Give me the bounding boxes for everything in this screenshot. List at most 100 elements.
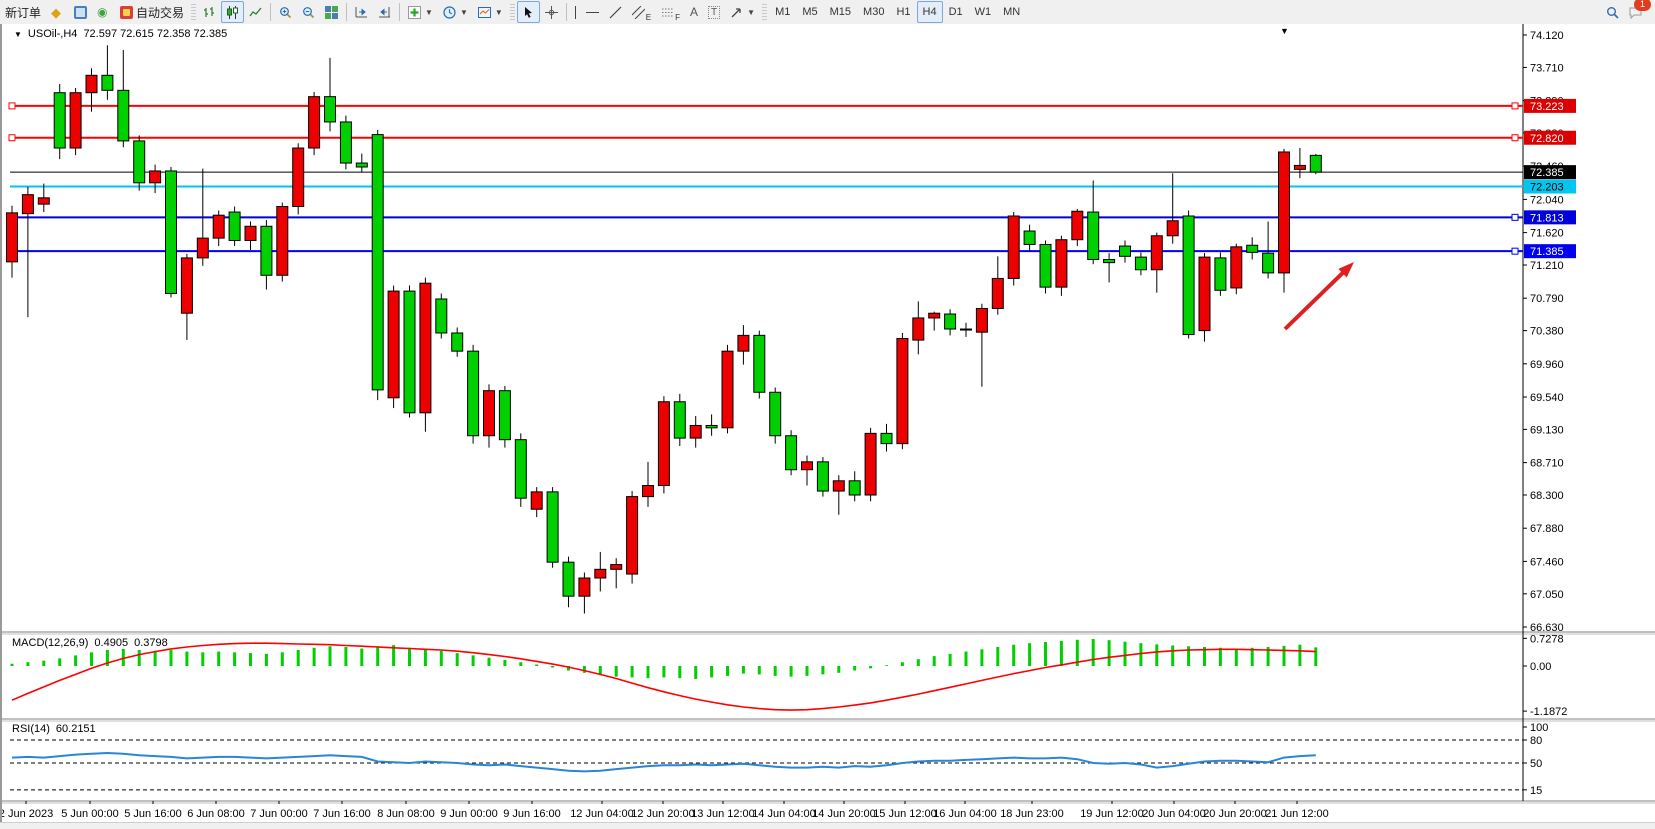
- auto-trading-button[interactable]: 自动交易: [115, 1, 189, 23]
- toolbar-separator: [346, 3, 348, 21]
- macd-signal-value: 0.3798: [134, 637, 168, 649]
- timeframe-button-m1[interactable]: M1: [775, 6, 791, 18]
- arrows-tool-button[interactable]: ▼: [725, 1, 760, 23]
- chart-symbol-button[interactable]: ◆: [46, 1, 69, 23]
- price-tick-label: 69.960: [1530, 359, 1564, 371]
- hline-handle[interactable]: [1511, 134, 1519, 142]
- trend-arrow-annotation[interactable]: [1283, 262, 1354, 331]
- hline-handle[interactable]: [1511, 247, 1519, 255]
- status-strip: [0, 822, 1655, 829]
- hline-handle[interactable]: [8, 102, 16, 110]
- candle-body: [196, 237, 209, 259]
- macd-pane[interactable]: 0.7278 0.00 -1.1872: [10, 633, 1567, 718]
- timeframe-button-m5[interactable]: M5: [802, 6, 818, 18]
- candle-body: [864, 432, 877, 496]
- date-tick-label: 20 Jun 20:00: [1203, 808, 1267, 820]
- crosshair-icon: [544, 5, 558, 19]
- price-badge-label: 72.820: [1530, 133, 1564, 145]
- timeframe-button-h4[interactable]: H4: [916, 1, 943, 23]
- clock-icon: [443, 5, 456, 19]
- price-axis[interactable]: 74.12073.71073.29072.88072.46072.04071.6…: [1523, 30, 1564, 634]
- channel-tool-button[interactable]: E: [627, 1, 656, 23]
- candle-body: [737, 334, 750, 352]
- timeframe-button-m30[interactable]: M30: [863, 6, 885, 18]
- auto-trading-icon: [120, 5, 134, 19]
- horizontal-line-73.223[interactable]: [8, 102, 1523, 110]
- timeframe-button-h1[interactable]: H1: [896, 6, 911, 18]
- date-tick-label: 15 Jun 12:00: [873, 808, 937, 820]
- chart-dropdown-icon[interactable]: ▼: [14, 29, 22, 39]
- candle-body: [435, 298, 448, 334]
- hline-handle[interactable]: [8, 134, 16, 142]
- auto-scroll-button[interactable]: [350, 1, 373, 23]
- text-tool-button[interactable]: A: [685, 1, 703, 23]
- trendline-tool-button[interactable]: [604, 1, 627, 23]
- chart-window[interactable]: 74.12073.71073.29072.88072.46072.04071.6…: [0, 24, 1655, 829]
- chart-shift-button[interactable]: [373, 1, 396, 23]
- candle-body: [721, 350, 734, 429]
- toolbar-separator: [399, 3, 401, 21]
- price-tick-label: 68.710: [1530, 458, 1564, 470]
- periods-button[interactable]: ▼: [438, 1, 473, 23]
- candle-body: [689, 424, 702, 439]
- candlestick-chart-button[interactable]: [221, 1, 245, 23]
- candle-body: [355, 162, 368, 168]
- signals-button[interactable]: ◉: [92, 1, 115, 23]
- price-tick-label: 71.620: [1530, 228, 1564, 240]
- new-order-button[interactable]: 新订单: [0, 1, 46, 23]
- horizontal-line-71.385[interactable]: [8, 247, 1523, 255]
- hline-handle[interactable]: [1511, 102, 1519, 110]
- date-tick-label: 9 Jun 00:00: [440, 808, 498, 820]
- candle-body: [705, 424, 718, 429]
- crosshair-tool-button[interactable]: [540, 1, 563, 23]
- candle-body: [69, 92, 82, 149]
- timeframe-button-m15[interactable]: M15: [829, 6, 852, 18]
- price-tick-label: 70.380: [1530, 326, 1564, 338]
- notification-badge: 1: [1634, 0, 1651, 11]
- dropdown-arrow-icon: ▼: [494, 7, 503, 17]
- tile-windows-button[interactable]: [320, 1, 343, 23]
- profiles-button[interactable]: [69, 1, 92, 23]
- hline-handle[interactable]: [1511, 213, 1519, 221]
- rsi-axis-label: 50: [1530, 758, 1542, 770]
- chart-shift-marker[interactable]: ▼: [1280, 26, 1289, 36]
- candle-body: [53, 92, 66, 149]
- new-order-label: 新订单: [5, 5, 42, 20]
- timeframe-button-mn[interactable]: MN: [1003, 6, 1021, 18]
- timeframe-button-w1[interactable]: W1: [974, 6, 992, 18]
- date-axis[interactable]: 2 Jun 2023 5 Jun 00:00 5 Jun 16:00 6 Jun 08…: [2, 801, 1329, 820]
- candle-body: [546, 491, 559, 563]
- search-icon: [1607, 6, 1619, 19]
- candle-body: [276, 206, 289, 276]
- bar-chart-button[interactable]: [198, 1, 221, 23]
- notifications-button[interactable]: 1: [1624, 0, 1651, 23]
- date-tick-label: 18 Jun 23:00: [1000, 808, 1064, 820]
- horizontal-line-icon: [585, 11, 599, 13]
- candle-body: [1119, 245, 1131, 257]
- zoom-out-button[interactable]: [297, 1, 320, 23]
- indicators-button[interactable]: ▼: [403, 1, 438, 23]
- vertical-line-tool-button[interactable]: [570, 1, 581, 23]
- date-tick-label: 12 Jun 04:00: [570, 808, 634, 820]
- rsi-label: RSI(14) 60.2151: [12, 723, 96, 735]
- zoom-in-button[interactable]: [274, 1, 297, 23]
- candle-body: [960, 328, 972, 331]
- candle-body: [514, 439, 527, 499]
- candle-body: [896, 338, 909, 445]
- price-tick-label: 69.130: [1530, 424, 1564, 436]
- line-chart-button[interactable]: [244, 1, 267, 23]
- horizontal-line-72.820[interactable]: [8, 134, 1523, 142]
- price-tick-label: 74.120: [1530, 30, 1564, 42]
- horizontal-line-tool-button[interactable]: [581, 1, 604, 23]
- timeframe-button-d1[interactable]: D1: [948, 6, 963, 18]
- candle-body: [562, 561, 575, 597]
- candle-body: [1214, 257, 1227, 291]
- text-label-tool-button[interactable]: T: [703, 1, 725, 23]
- cursor-tool-button[interactable]: [516, 1, 540, 23]
- templates-button[interactable]: ▼: [473, 1, 508, 23]
- search-button[interactable]: [1601, 1, 1624, 23]
- price-tick-label: 67.880: [1530, 523, 1564, 535]
- fibonacci-tool-button[interactable]: F: [656, 1, 685, 23]
- price-chart-canvas[interactable]: 74.12073.71073.29072.88072.46072.04071.6…: [2, 24, 1655, 829]
